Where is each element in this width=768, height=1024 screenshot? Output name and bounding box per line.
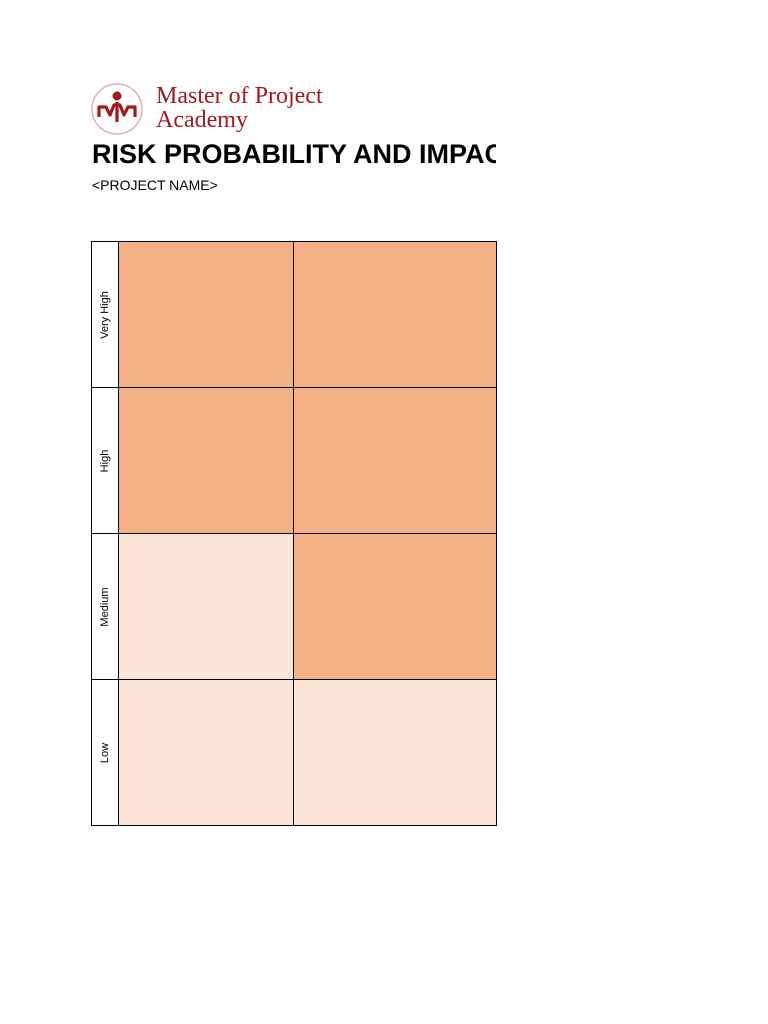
page-title: RISK PROBABILITY AND IMPACT <box>92 139 496 169</box>
matrix-cell <box>293 241 497 388</box>
matrix-row-very-high: Very High <box>91 241 497 388</box>
matrix-cell <box>293 387 497 534</box>
matrix-cell <box>293 679 497 826</box>
matrix-cell <box>118 387 294 534</box>
logo-line-2: Academy <box>156 107 248 133</box>
matrix-row-low: Low <box>91 679 497 826</box>
matrix-cell <box>293 533 497 680</box>
row-label-cell: High <box>91 387 119 534</box>
row-label: Medium <box>99 586 111 627</box>
matrix-cell <box>118 679 294 826</box>
project-name: <PROJECT NAME> <box>92 177 218 193</box>
matrix-row-high: High <box>91 387 497 534</box>
matrix-cell <box>118 533 294 680</box>
logo-wordmark: Master of Project Academy <box>156 84 323 132</box>
row-label-cell: Low <box>91 679 119 826</box>
matrix-cell <box>118 241 294 388</box>
logo-line-1: Master of Project <box>156 83 323 109</box>
logo-mark-icon <box>91 83 143 135</box>
row-label: Low <box>99 742 111 763</box>
row-label-cell: Very High <box>91 241 119 388</box>
logo: Master of Project Academy <box>90 82 360 138</box>
row-label: Very High <box>99 290 111 339</box>
row-label: High <box>99 449 111 472</box>
row-label-cell: Medium <box>91 533 119 680</box>
matrix-row-medium: Medium <box>91 533 497 680</box>
risk-matrix: Very High High Medium Low <box>91 241 497 826</box>
